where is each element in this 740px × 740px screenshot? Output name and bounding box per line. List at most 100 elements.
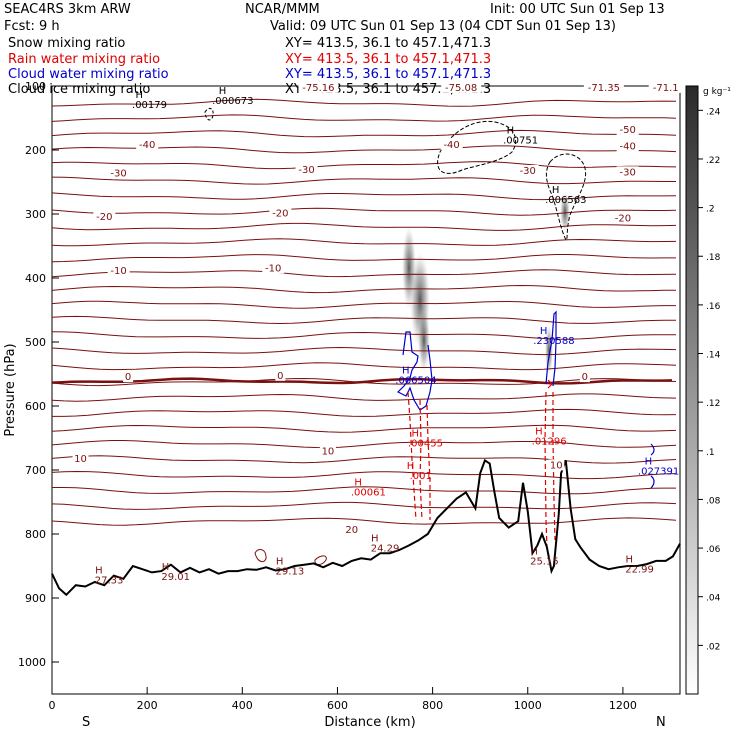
temperature-label-halo — [295, 163, 318, 175]
high-marker: H — [535, 426, 543, 437]
temperature-label-halo — [319, 445, 336, 457]
colorbar-tick-label: .18 — [706, 253, 721, 263]
field-snow-name: Snow mixing ratio — [8, 36, 125, 51]
temperature-label: 10 — [74, 454, 87, 465]
temperature-contour — [51, 315, 676, 325]
maximum-value-label: 29.01 — [161, 572, 190, 583]
colorbar-tick-label: .12 — [706, 399, 720, 409]
temperature-contour — [52, 486, 676, 495]
temperature-label-halo — [611, 212, 634, 224]
temperature-label: -50 — [619, 125, 635, 136]
center-label: NCAR/MMM — [245, 2, 320, 17]
temperature-label-halo — [548, 459, 565, 471]
temperature-label-halo — [93, 211, 116, 223]
field-legend: Snow mixing ratio XY= 413.5, 36.1 to 457… — [8, 36, 491, 97]
temperature-label: -75.08 — [445, 83, 477, 94]
field-cloud-name: Cloud water mixing ratio — [8, 67, 169, 82]
temperature-contour — [51, 501, 677, 510]
high-marker: H — [411, 428, 419, 439]
maximum-value-label: 29.13 — [276, 566, 305, 577]
freezing-line — [51, 377, 673, 385]
temperature-label-halo — [136, 138, 159, 150]
high-marker: H — [645, 456, 653, 467]
rain-water-contour-3 — [426, 404, 431, 520]
maximum-value-label: 25.15 — [530, 557, 559, 568]
terrain-line — [51, 458, 681, 597]
maximum-value-label: .01296 — [532, 436, 567, 447]
temperature-label-halo — [648, 81, 683, 93]
cloud-water-contour-2 — [545, 310, 557, 387]
plot-frame — [51, 85, 681, 695]
snow-mixing-ratio-shading — [402, 192, 570, 375]
freezing-level-contour — [51, 377, 673, 385]
temperature-contour — [51, 207, 677, 216]
temperature-label-halo — [616, 140, 639, 152]
temperature-label: 10 — [322, 446, 335, 457]
temperature-label: -10 — [110, 266, 126, 277]
rain-water-contours — [407, 379, 556, 549]
y-tick-label: 900 — [25, 592, 46, 605]
maximum-value-label: .027391 — [638, 466, 679, 477]
y-tick-label: 600 — [25, 400, 46, 413]
temperature-label-halo — [275, 369, 286, 381]
x-axis: 0 200 400 600 800 1000 1200 — [49, 687, 637, 712]
field-rain-xy: XY= 413.5, 36.1 to 457.1,471.3 — [285, 52, 491, 67]
high-marker: H — [402, 366, 410, 377]
colorbar-tick-label: .14 — [706, 351, 721, 361]
temperature-contours — [51, 98, 677, 526]
temperature-label: -20 — [272, 208, 288, 219]
x-tick-label: 200 — [137, 699, 158, 712]
temperature-label-halo — [583, 81, 624, 93]
rain-water-contour-1 — [407, 391, 417, 521]
high-marker: H — [219, 86, 227, 97]
model-label: SEAC4RS 3km ARW — [4, 2, 131, 17]
x-end-south: S — [82, 715, 90, 730]
field-cloud-xy: XY= 413.5, 36.1 to 457.1,471.3 — [285, 67, 491, 82]
maximum-value-label: .000673 — [212, 96, 253, 107]
temperature-label-halo — [516, 165, 539, 177]
snow-blob-3 — [418, 308, 430, 372]
maximum-value-label: .066504 — [395, 376, 436, 387]
high-marker: H — [95, 565, 103, 576]
cloud-water-contour-1 — [396, 331, 433, 411]
colorbar-tick-label: .1 — [706, 448, 715, 458]
cloud-water-contours — [396, 310, 655, 489]
colorbar-tick-label: .22 — [706, 156, 720, 166]
plot-area: H.00179H.000673H.00751H.006563H.066504H.… — [51, 81, 683, 695]
temperature-label-halo — [440, 138, 463, 150]
x-tick-label: 600 — [327, 699, 348, 712]
temperature-contour — [51, 455, 677, 464]
maximum-value-label: .006563 — [545, 195, 586, 206]
near-surface-temperature-contours — [254, 549, 327, 565]
cloud-ice-contour-3 — [204, 107, 214, 121]
x-end-north: N — [656, 715, 666, 730]
y-tick-label: 700 — [25, 464, 46, 477]
y-tick-label: 100 — [25, 80, 46, 93]
temperature-contour — [51, 424, 677, 433]
high-marker: H — [540, 326, 548, 337]
y-tick-label: 800 — [25, 528, 46, 541]
temperature-label: -30 — [619, 167, 635, 178]
maximum-value-label: .00179 — [132, 100, 167, 111]
temperature-label-halo — [616, 166, 639, 178]
field-rain-name: Rain water mixing ratio — [8, 52, 160, 67]
colorbar-ramp — [685, 85, 699, 695]
high-marker: H — [354, 478, 362, 489]
temperature-label: -30 — [298, 165, 314, 176]
maximum-value-label: .230588 — [533, 336, 574, 347]
high-marker: H — [136, 90, 144, 101]
temperature-label: -20 — [96, 212, 112, 223]
temperature-contour — [51, 161, 677, 170]
temperature-label: -71.35 — [588, 83, 620, 94]
temperature-contour — [51, 222, 677, 231]
temperature-contour — [51, 331, 677, 340]
y-axis: 100 200 300 400 500 600 700 800 900 1000 — [18, 80, 59, 669]
maximum-value-label: 24.29 — [371, 543, 400, 554]
cloud-ice-contours — [204, 107, 586, 241]
maximum-value-label: .00061 — [351, 488, 386, 499]
temperature-label-halo — [579, 371, 590, 383]
temperature-contour — [51, 238, 677, 247]
x-tick-label: 800 — [422, 699, 443, 712]
temperature-contour — [51, 393, 677, 402]
